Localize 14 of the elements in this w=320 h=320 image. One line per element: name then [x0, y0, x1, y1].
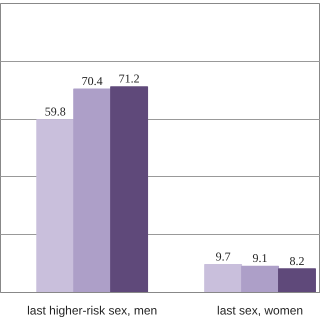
- bar: [110, 86, 148, 292]
- data-label: 70.4: [82, 74, 103, 88]
- data-label: 9.7: [216, 249, 231, 264]
- x-tick-label: last sex, women: [217, 304, 304, 318]
- data-label: 8.2: [289, 254, 304, 268]
- bar: [204, 264, 242, 292]
- data-label: 9.1: [252, 251, 268, 266]
- data-label: 71.2: [118, 72, 140, 86]
- x-tick-label: last higher-risk sex, men: [27, 304, 158, 318]
- bar: [73, 88, 112, 292]
- bar: [241, 266, 280, 292]
- data-label: 59.8: [44, 104, 66, 119]
- bar: [36, 119, 74, 292]
- bar: [278, 268, 316, 292]
